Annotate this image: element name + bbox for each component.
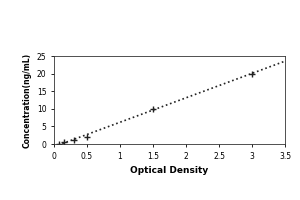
- X-axis label: Optical Density: Optical Density: [130, 166, 208, 175]
- Y-axis label: Concentration(ng/mL): Concentration(ng/mL): [22, 52, 31, 148]
